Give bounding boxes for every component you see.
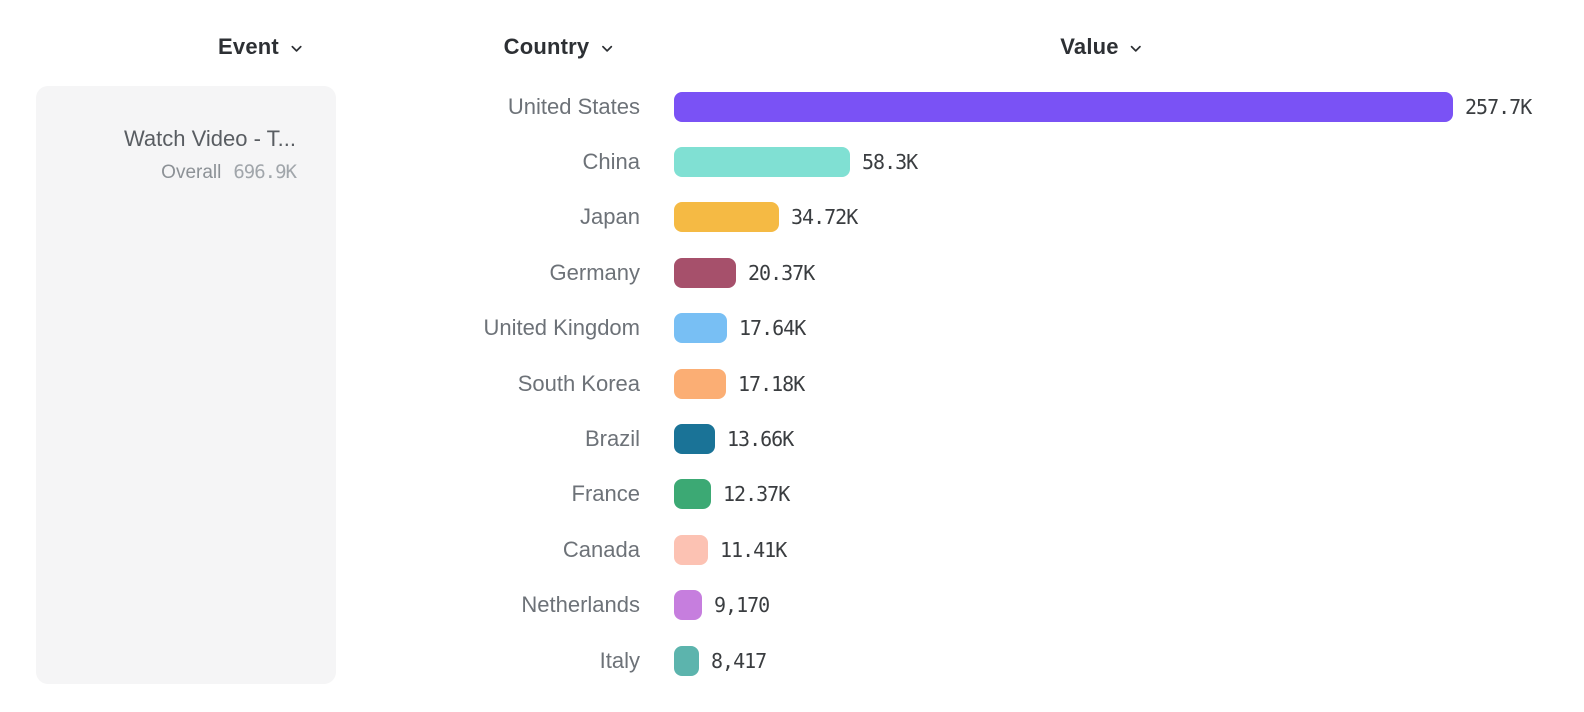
bar[interactable] — [674, 645, 699, 676]
country-label: Canada — [562, 536, 640, 562]
chart-row: Netherlands 9,170 — [343, 578, 1584, 633]
bar-value-label: 8,417 — [711, 648, 767, 673]
chart-row: China 58.3K — [343, 134, 1584, 189]
country-label: United Kingdom — [483, 315, 640, 341]
bar[interactable] — [674, 313, 727, 344]
bar-value-label: 12.37K — [723, 482, 790, 507]
chevron-down-icon — [289, 41, 304, 56]
chart-row: France 12.37K — [343, 467, 1584, 522]
chart-row: Germany 20.37K — [343, 245, 1584, 300]
bar-value-label: 34.72K — [791, 205, 858, 230]
bar[interactable] — [674, 147, 850, 178]
country-label: Netherlands — [521, 592, 640, 618]
bar-value-label: 17.18K — [738, 371, 805, 396]
chevron-down-icon — [1129, 41, 1144, 56]
event-column-label: Event — [218, 34, 279, 59]
country-label: South Korea — [517, 370, 640, 396]
value-column-dropdown[interactable]: Value — [1060, 34, 1143, 60]
country-label: United States — [507, 93, 640, 119]
country-label: Japan — [580, 204, 640, 230]
country-bar-chart: United States 257.7K China 58.3K Japan 3… — [343, 79, 1584, 688]
bar-value-label: 20.37K — [748, 260, 815, 285]
value-column-label: Value — [1060, 34, 1119, 59]
event-title: Watch Video - T... — [123, 126, 296, 151]
country-label: China — [582, 149, 640, 175]
event-metric-label: Overall — [161, 162, 222, 183]
chart-row: United Kingdom 17.64K — [343, 301, 1584, 356]
chart-row: Brazil 13.66K — [343, 411, 1584, 466]
country-column-label: Country — [503, 34, 590, 59]
country-column-dropdown[interactable]: Country — [504, 34, 615, 60]
bar-value-label: 9,170 — [714, 593, 770, 618]
bar-value-label: 11.41K — [720, 537, 787, 562]
chart-row: Italy 8,417 — [343, 633, 1584, 688]
chevron-down-icon — [599, 41, 614, 56]
event-metric-value: 696.9K — [233, 161, 297, 183]
chart-row: South Korea 17.18K — [343, 356, 1584, 411]
bar[interactable] — [674, 91, 1453, 122]
bar-value-label: 257.7K — [1465, 94, 1532, 119]
chart-row: Japan 34.72K — [343, 190, 1584, 245]
country-label: Germany — [549, 259, 640, 285]
bar[interactable] — [674, 534, 708, 565]
bar-value-label: 17.64K — [739, 316, 806, 341]
country-label: Italy — [599, 647, 640, 673]
bar[interactable] — [674, 368, 726, 399]
bar[interactable] — [674, 202, 779, 233]
country-label: France — [571, 481, 640, 507]
chart-row: Canada 11.41K — [343, 522, 1584, 577]
bar[interactable] — [674, 479, 711, 510]
bar-value-label: 13.66K — [727, 427, 794, 452]
bar[interactable] — [674, 257, 736, 288]
event-card[interactable]: Watch Video - T... Overall 696.9K — [36, 86, 336, 684]
event-metric: Overall 696.9K — [56, 161, 297, 184]
bar[interactable] — [674, 424, 715, 455]
bar-value-label: 58.3K — [862, 150, 918, 175]
event-column-dropdown[interactable]: Event — [218, 34, 304, 60]
bar[interactable] — [674, 590, 702, 621]
chart-row: United States 257.7K — [343, 79, 1584, 134]
country-label: Brazil — [584, 426, 640, 452]
